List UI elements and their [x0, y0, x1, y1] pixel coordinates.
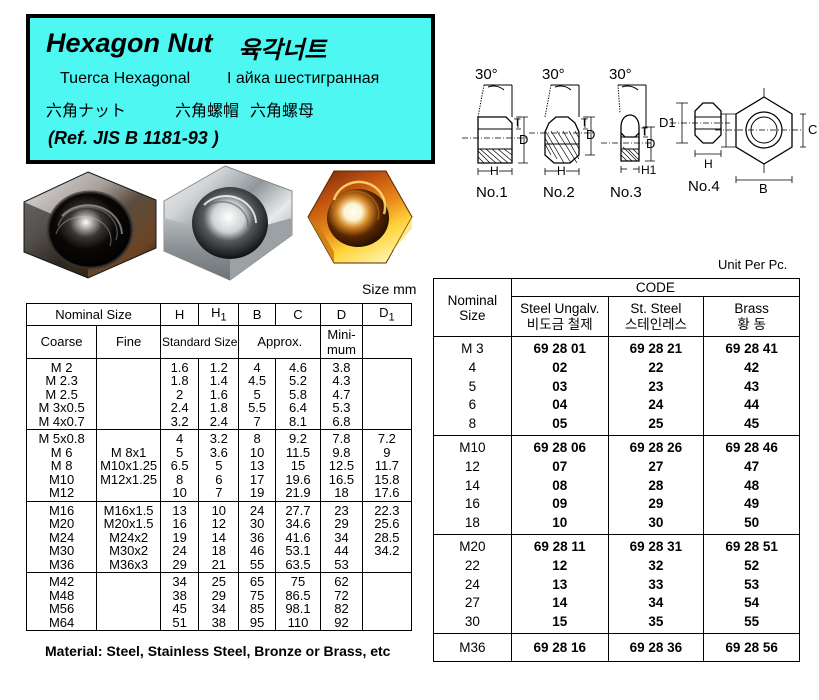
svg-text:30°: 30°	[542, 66, 565, 83]
svg-text:D: D	[519, 132, 528, 147]
svg-text:No.3: No.3	[610, 184, 642, 201]
svg-text:B: B	[759, 181, 768, 196]
svg-text:C: C	[808, 122, 817, 137]
svg-text:30°: 30°	[475, 66, 498, 83]
svg-text:T: T	[641, 126, 648, 138]
svg-text:H1: H1	[641, 163, 657, 177]
svg-text:30°: 30°	[609, 66, 632, 83]
svg-text:H: H	[490, 164, 499, 178]
svg-text:T: T	[581, 117, 588, 129]
svg-text:D: D	[646, 136, 655, 151]
svg-text:T: T	[514, 117, 521, 129]
svg-text:D1: D1	[659, 115, 676, 130]
svg-text:H: H	[557, 164, 566, 178]
svg-text:No.4: No.4	[688, 178, 720, 195]
svg-text:No.1: No.1	[476, 184, 508, 201]
svg-text:No.2: No.2	[543, 184, 575, 201]
svg-text:H: H	[704, 157, 713, 171]
